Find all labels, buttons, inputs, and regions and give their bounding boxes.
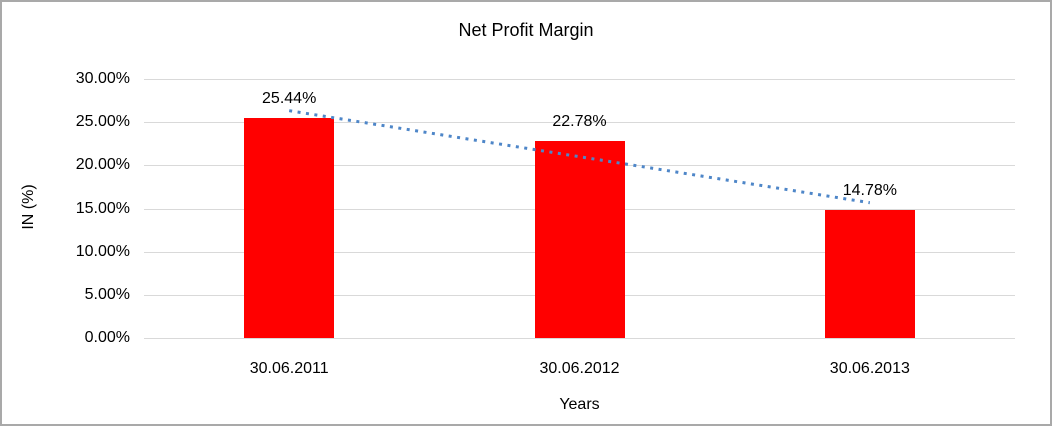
x-axis-tick-label: 30.06.2012 <box>539 360 620 377</box>
y-axis-tick-label: 30.00% <box>75 70 130 87</box>
bar-data-label: 25.44% <box>262 90 317 108</box>
y-axis-tick-label: 20.00% <box>75 156 130 174</box>
gridline <box>144 79 1015 80</box>
bar-30.06.2012 <box>534 141 625 338</box>
x-axis-title: Years <box>559 396 600 413</box>
bar-data-label: 14.78% <box>842 182 897 200</box>
x-axis-tick-label: 30.06.2011 <box>249 360 329 377</box>
chart-title: Net Profit Margin <box>458 20 594 40</box>
y-axis-tick-label: 25.00% <box>75 113 130 131</box>
y-axis-tick-label: 5.00% <box>84 285 130 303</box>
y-axis-tick-label: 0.00% <box>84 329 130 346</box>
bar-30.06.2011 <box>244 118 335 338</box>
x-axis-tick-label: 30.06.2013 <box>829 360 910 377</box>
bar-data-label: 22.78% <box>552 113 607 131</box>
gridline <box>144 338 1015 339</box>
y-axis-tick-label: 10.00% <box>75 242 130 260</box>
bar-30.06.2013 <box>824 210 915 338</box>
y-axis-tick-label: 15.00% <box>75 199 130 217</box>
